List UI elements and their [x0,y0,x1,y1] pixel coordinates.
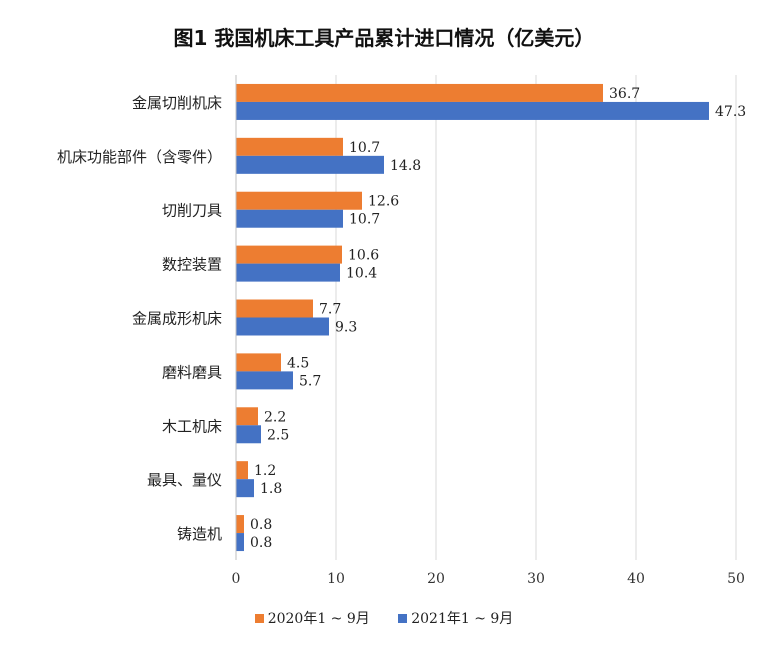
category-label-2: 切削刀具 [162,202,222,220]
legend-swatch-2021 [398,613,408,623]
bar-s0-c6 [236,407,258,426]
bar-s1-c1 [236,155,384,174]
data-label-s1-c7: 1.8 [260,481,282,497]
legend: 2020年1 ~ 9月 2021年1 ~ 9月 [0,608,768,628]
data-label-s0-c3: 10.6 [348,248,379,264]
data-label-s1-c6: 2.5 [267,427,289,443]
x-tick-label-30: 30 [527,571,545,587]
data-label-s0-c8: 0.8 [250,517,272,533]
x-tick-label-50: 50 [727,571,745,587]
bar-s1-c0 [236,101,709,120]
x-tick-label-40: 40 [627,571,645,587]
x-tick-label-0: 0 [232,571,241,587]
data-label-s1-c2: 10.7 [349,212,380,228]
data-label-s1-c5: 5.7 [299,373,321,389]
data-label-s0-c2: 12.6 [368,194,399,210]
bar-s1-c8 [236,533,244,552]
bar-s1-c7 [236,479,254,498]
category-label-3: 数控装置 [162,256,222,274]
bar-s0-c5 [236,353,281,372]
category-label-8: 铸造机 [177,525,222,543]
x-tick-label-10: 10 [327,571,345,587]
legend-label-2020: 2020年1 ~ 9月 [267,611,370,627]
category-label-7: 最具、量仪 [147,471,222,489]
data-label-s1-c0: 47.3 [715,104,746,120]
data-label-s1-c8: 0.8 [250,535,272,551]
category-label-6: 木工机床 [162,417,222,435]
data-label-s0-c6: 2.2 [264,409,286,425]
bar-s0-c7 [236,461,248,480]
legend-label-2021: 2021年1 ~ 9月 [411,611,514,627]
x-tick-label-20: 20 [427,571,445,587]
data-label-s1-c4: 9.3 [335,320,357,336]
data-label-s0-c7: 1.2 [254,463,276,479]
bar-s0-c4 [236,299,313,318]
bar-s1-c6 [236,425,261,444]
bar-s1-c2 [236,209,343,228]
chart-title: 图1 我国机床工具产品累计进口情况（亿美元） [173,26,595,50]
category-label-1: 机床功能部件（含零件） [57,148,222,166]
category-label-0: 金属切削机床 [132,94,222,112]
data-label-s1-c3: 10.4 [346,266,377,282]
data-label-s0-c0: 36.7 [609,86,640,102]
category-label-5: 磨料磨具 [162,363,222,381]
data-label-s0-c4: 7.7 [319,302,341,318]
category-label-4: 金属成形机床 [132,310,222,328]
bar-s1-c3 [236,263,340,282]
bar-s0-c8 [236,515,244,534]
data-label-s1-c1: 14.8 [390,158,421,174]
bar-s0-c2 [236,191,362,210]
bar-s1-c5 [236,371,293,390]
bar-s0-c3 [236,245,342,264]
legend-item-2020: 2020年1 ~ 9月 [254,608,370,628]
data-label-s0-c1: 10.7 [349,140,380,156]
bar-s0-c1 [236,137,343,156]
data-label-s0-c5: 4.5 [287,355,309,371]
legend-item-2021: 2021年1 ~ 9月 [398,608,513,628]
bar-s0-c0 [236,83,603,102]
legend-swatch-2020 [254,613,264,623]
bar-s1-c4 [236,317,329,336]
